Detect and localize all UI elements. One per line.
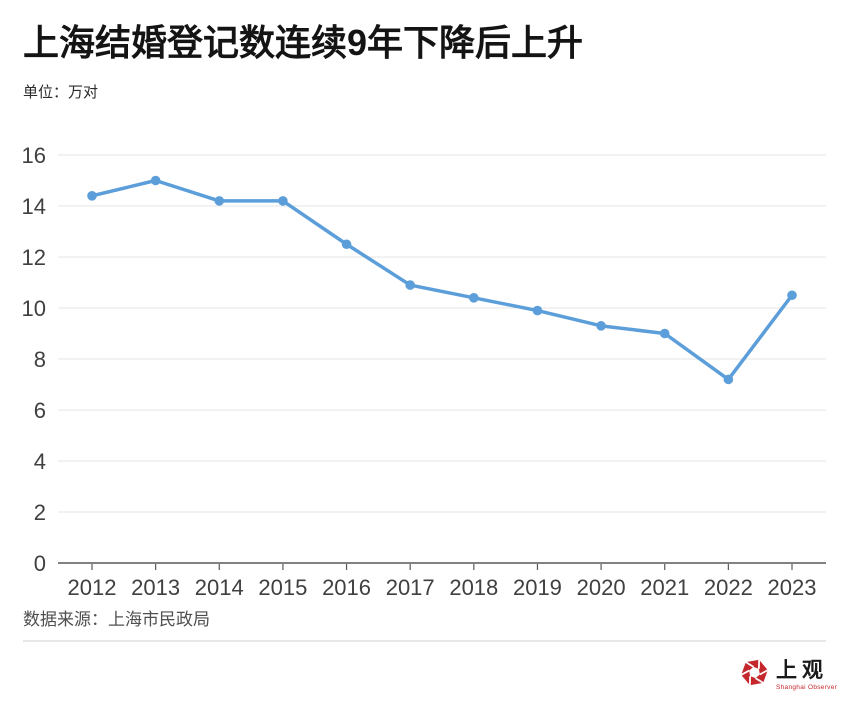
x-axis-label: 2015 bbox=[258, 575, 307, 600]
logo-name-en: Shanghai Observer bbox=[776, 684, 838, 691]
logo-text: 上观 Shanghai Observer bbox=[776, 659, 837, 691]
x-axis-label: 2014 bbox=[195, 575, 244, 600]
data-point bbox=[341, 239, 352, 250]
data-point bbox=[87, 191, 97, 201]
data-point bbox=[532, 305, 543, 316]
y-axis-label: 8 bbox=[34, 347, 46, 372]
page-title: 上海结婚登记数连续9年下降后上升 bbox=[23, 22, 584, 63]
y-axis-label: 2 bbox=[34, 500, 46, 525]
shanghai-observer-pinwheel-icon bbox=[741, 659, 768, 686]
data-point bbox=[150, 175, 161, 186]
logo: 上观 Shanghai Observer bbox=[741, 659, 837, 691]
trend-line bbox=[90, 178, 794, 382]
data-point bbox=[787, 290, 797, 301]
y-axis-label: 6 bbox=[34, 398, 46, 423]
x-axis-label: 2017 bbox=[386, 575, 435, 600]
y-axis-label: 16 bbox=[22, 143, 46, 168]
x-axis-label: 2019 bbox=[513, 575, 562, 600]
y-axis-label: 10 bbox=[22, 296, 46, 321]
y-axis-label: 0 bbox=[34, 551, 46, 576]
data-point bbox=[405, 280, 415, 290]
y-axis-label: 4 bbox=[34, 449, 46, 474]
unit-label: 单位：万对 bbox=[23, 84, 99, 101]
logo-name-cn: 上观 bbox=[776, 658, 828, 682]
x-axis-label: 2018 bbox=[449, 575, 498, 600]
x-axis-label: 2022 bbox=[704, 575, 753, 600]
x-axis-label: 2012 bbox=[68, 575, 117, 600]
data-point bbox=[596, 321, 606, 331]
x-axis-label: 2023 bbox=[768, 575, 817, 600]
data-point bbox=[278, 196, 288, 206]
x-axis-label: 2016 bbox=[322, 575, 371, 600]
data-point bbox=[723, 374, 734, 385]
x-axis-label: 2020 bbox=[577, 575, 626, 600]
data-point bbox=[659, 328, 670, 339]
data-point bbox=[214, 196, 225, 206]
x-axis-label: 2013 bbox=[131, 575, 180, 600]
source-label: 数据来源：上海市民政局 bbox=[23, 610, 210, 629]
y-axis-label: 12 bbox=[22, 245, 46, 270]
footer-divider bbox=[23, 640, 826, 642]
data-point bbox=[469, 293, 479, 303]
x-axis-label: 2021 bbox=[640, 575, 689, 600]
y-axis-label: 14 bbox=[22, 194, 46, 219]
